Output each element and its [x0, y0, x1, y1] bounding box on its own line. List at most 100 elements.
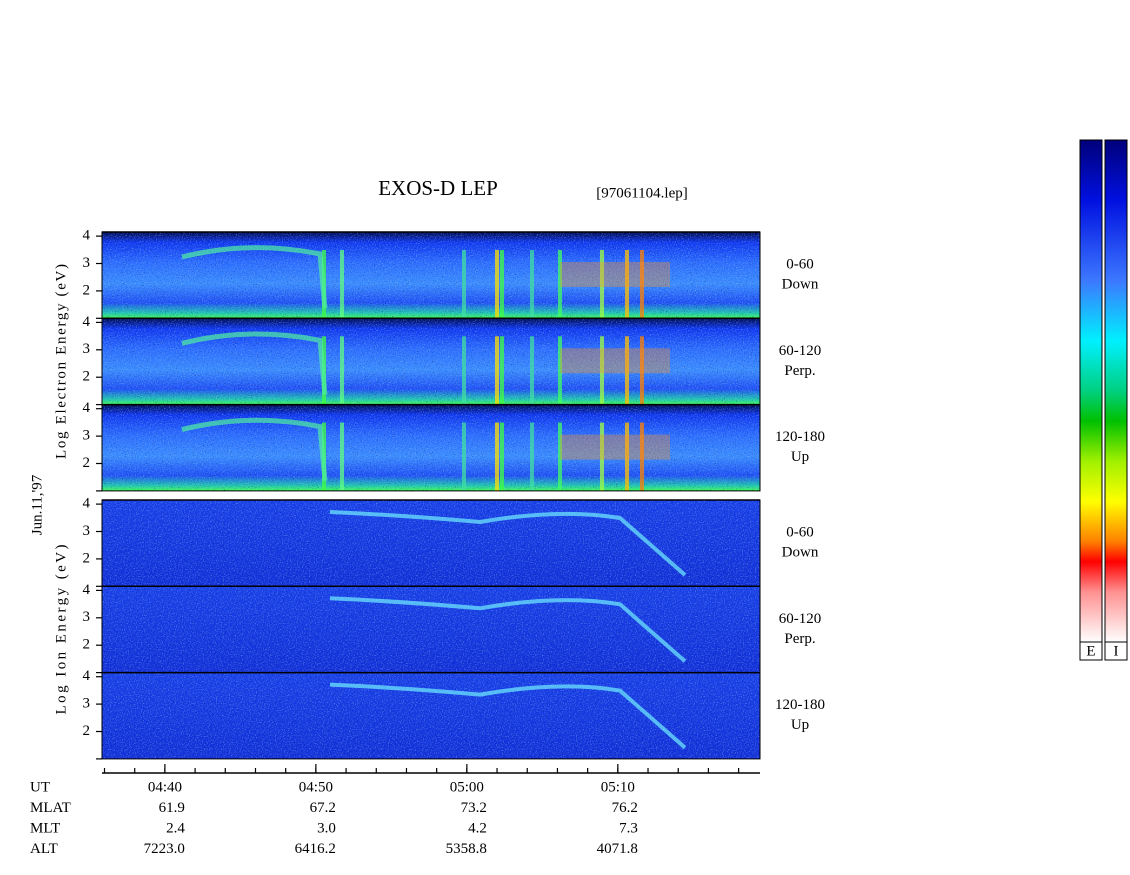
x-tick-label: 04:40 — [148, 779, 182, 795]
plot-area: 2 3 4 0-60 Down 2 3 4 60-120 Perp. 2 3 4 120-180 Up Log… — [29, 228, 825, 857]
streak — [530, 336, 534, 405]
ephemeris-value: 76.2 — [612, 800, 638, 816]
ephemeris-value: 7223.0 — [144, 841, 185, 857]
feature — [329, 596, 687, 663]
feature — [329, 682, 687, 750]
feature — [181, 417, 328, 482]
ephemeris-value: 6416.2 — [295, 841, 336, 857]
x-tick-label: 05:00 — [450, 779, 484, 795]
direction-label: Up — [791, 717, 809, 733]
streak — [600, 422, 604, 491]
title: EXOS-D LEP — [378, 176, 498, 200]
y-tick-label: 4 — [83, 314, 91, 330]
colorbar-label-box — [1104, 641, 1128, 661]
y-tick-label: 2 — [83, 282, 91, 298]
streak — [640, 336, 644, 405]
streak — [640, 422, 644, 491]
pitch-label: 120-180 — [775, 697, 825, 713]
streak — [462, 422, 466, 491]
y-tick-label: 2 — [83, 637, 91, 653]
y-tick-label: 2 — [83, 455, 91, 471]
direction-label: Perp. — [784, 631, 815, 647]
ephemeris-name: ALT — [30, 841, 58, 857]
streak — [558, 422, 562, 491]
streak — [500, 422, 504, 491]
streak — [625, 250, 629, 319]
ephemeris-value: 4.2 — [468, 820, 487, 836]
streak — [625, 336, 629, 405]
y-tick-label: 2 — [83, 550, 91, 566]
streak — [340, 336, 344, 405]
y-tick-label: 2 — [83, 723, 91, 739]
streak — [462, 250, 466, 319]
streak — [500, 250, 504, 319]
streak — [558, 250, 562, 319]
ephemeris-value: 73.2 — [461, 800, 487, 816]
y-axis-label: Log Electron Energy (eV) — [53, 264, 69, 459]
streak — [495, 336, 499, 405]
ephemeris-value: 67.2 — [310, 800, 336, 816]
feature — [560, 262, 670, 287]
x-tick-label: 05:10 — [601, 779, 635, 795]
pitch-label: 60-120 — [779, 611, 822, 627]
y-tick-label: 4 — [83, 668, 91, 684]
y-tick-label: 3 — [83, 255, 91, 271]
subtitle: [97061104.lep] — [596, 185, 688, 201]
streak — [558, 336, 562, 405]
direction-label: Down — [782, 545, 819, 561]
colorbar-label: E — [1086, 643, 1095, 659]
y-tick-label: 4 — [83, 400, 91, 416]
ephemeris-value: 5358.8 — [446, 841, 487, 857]
ephemeris-value: 61.9 — [159, 800, 185, 816]
colorbar-label: I — [1114, 643, 1119, 659]
feature — [181, 331, 328, 395]
streak — [340, 250, 344, 319]
spectrogram-dark-noise — [102, 232, 760, 319]
feature — [329, 510, 687, 577]
streak — [462, 336, 466, 405]
spectrogram-dark-noise — [102, 672, 760, 759]
pitch-label: 0-60 — [786, 525, 814, 541]
y-tick-label: 3 — [83, 696, 91, 712]
streak — [500, 336, 504, 405]
y-tick-label: 4 — [83, 496, 91, 512]
streak — [600, 250, 604, 319]
y-tick-label: 3 — [83, 523, 91, 539]
y-tick-label: 3 — [83, 609, 91, 625]
panel-frame — [101, 404, 761, 492]
y-tick-label: 2 — [83, 369, 91, 385]
feature — [560, 434, 670, 460]
ephemeris-name: MLT — [30, 820, 60, 836]
colorbar-strip — [1104, 139, 1128, 643]
pitch-label: 120-180 — [775, 429, 825, 445]
streak — [495, 250, 499, 319]
date-label: Jun.11,'97 — [29, 474, 45, 535]
ephemeris-name: UT — [30, 779, 50, 795]
direction-label: Down — [782, 277, 819, 293]
pitch-label: 60-120 — [779, 343, 822, 359]
colorbar-strip — [1079, 139, 1103, 643]
spectrogram-dark-noise — [102, 318, 760, 405]
spectrogram-dark-noise — [102, 404, 760, 491]
ephemeris-value: 7.3 — [619, 820, 638, 836]
spectrogram-dark-noise — [102, 500, 760, 587]
spectrogram-dark-noise — [102, 586, 760, 673]
streak — [495, 422, 499, 491]
y-axis-label: Log Ion Energy (eV) — [53, 544, 69, 714]
ephemeris-value: 4071.8 — [597, 841, 638, 857]
streak — [340, 422, 344, 491]
streak — [625, 422, 629, 491]
streak — [600, 336, 604, 405]
ephemeris-value: 2.4 — [166, 820, 185, 836]
ephemeris-name: MLAT — [30, 800, 71, 816]
feature — [181, 245, 328, 309]
y-tick-label: 4 — [83, 582, 91, 598]
x-tick-label: 04:50 — [299, 779, 333, 795]
direction-label: Up — [791, 449, 809, 465]
pitch-label: 0-60 — [786, 257, 814, 273]
streak — [530, 422, 534, 491]
panel-frame — [101, 672, 761, 760]
streak — [640, 250, 644, 319]
